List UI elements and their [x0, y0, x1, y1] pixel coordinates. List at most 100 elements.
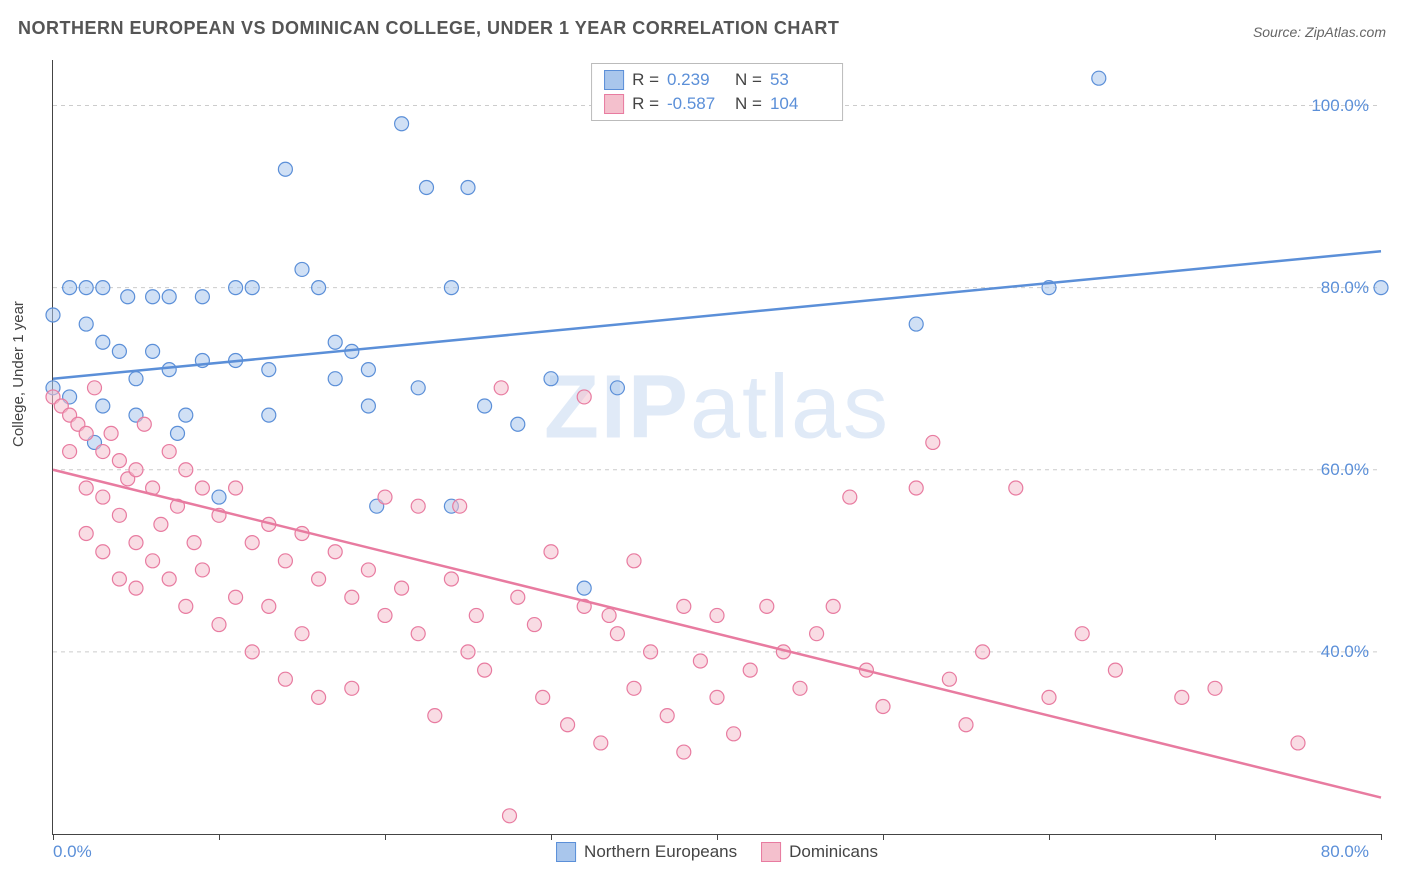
data-point [262, 408, 276, 422]
data-point [79, 281, 93, 295]
data-point [112, 454, 126, 468]
data-point [527, 618, 541, 632]
data-point [743, 663, 757, 677]
data-point [79, 426, 93, 440]
y-tick-label: 100.0% [1311, 96, 1369, 116]
data-point [262, 363, 276, 377]
x-tick [1049, 834, 1050, 840]
chart-title: NORTHERN EUROPEAN VS DOMINICAN COLLEGE, … [18, 18, 839, 39]
data-point [361, 363, 375, 377]
data-point [96, 399, 110, 413]
data-point [295, 262, 309, 276]
data-point [444, 572, 458, 586]
data-point [79, 527, 93, 541]
data-point [536, 690, 550, 704]
data-point [793, 681, 807, 695]
y-tick-label: 60.0% [1321, 460, 1369, 480]
data-point [245, 536, 259, 550]
data-point [63, 445, 77, 459]
trend-line [53, 251, 1381, 378]
data-point [1042, 690, 1056, 704]
data-point [959, 718, 973, 732]
data-point [602, 608, 616, 622]
scatter-svg [53, 60, 1381, 834]
data-point [395, 117, 409, 131]
data-point [129, 463, 143, 477]
data-point [478, 399, 492, 413]
series-legend: Northern Europeans Dominicans [556, 842, 878, 862]
data-point [229, 281, 243, 295]
data-point [727, 727, 741, 741]
data-point [1092, 71, 1106, 85]
data-point [594, 736, 608, 750]
r-label-2: R = [632, 94, 659, 114]
y-tick-label: 80.0% [1321, 278, 1369, 298]
data-point [469, 608, 483, 622]
data-point [610, 627, 624, 641]
data-point [187, 536, 201, 550]
data-point [229, 590, 243, 604]
data-point [610, 381, 624, 395]
data-point [909, 317, 923, 331]
stats-row-1: R = 0.239 N = 53 [604, 68, 830, 92]
data-point [312, 690, 326, 704]
data-point [909, 481, 923, 495]
data-point [129, 372, 143, 386]
data-point [395, 581, 409, 595]
data-point [104, 426, 118, 440]
x-axis-min-label: 0.0% [53, 842, 92, 862]
data-point [96, 490, 110, 504]
data-point [262, 599, 276, 613]
plot-area: ZIPatlas 40.0%60.0%80.0%100.0% 0.0% 80.0… [52, 60, 1381, 835]
data-point [129, 581, 143, 595]
stats-legend: R = 0.239 N = 53 R = -0.587 N = 104 [591, 63, 843, 121]
data-point [312, 572, 326, 586]
x-tick [53, 834, 54, 840]
y-axis-label: College, Under 1 year [10, 301, 27, 447]
data-point [245, 645, 259, 659]
data-point [162, 290, 176, 304]
source-attribution: Source: ZipAtlas.com [1253, 24, 1386, 40]
data-point [478, 663, 492, 677]
n-value-2: 104 [770, 94, 830, 114]
data-point [511, 417, 525, 431]
data-point [146, 344, 160, 358]
legend-label-2: Dominicans [789, 842, 878, 862]
data-point [511, 590, 525, 604]
n-label-2: N = [735, 94, 762, 114]
data-point [312, 281, 326, 295]
data-point [1009, 481, 1023, 495]
x-axis-max-label: 80.0% [1321, 842, 1369, 862]
legend-label-1: Northern Europeans [584, 842, 737, 862]
data-point [212, 490, 226, 504]
data-point [162, 445, 176, 459]
data-point [361, 399, 375, 413]
data-point [79, 317, 93, 331]
x-tick [1381, 834, 1382, 840]
data-point [96, 335, 110, 349]
data-point [162, 363, 176, 377]
data-point [79, 481, 93, 495]
x-tick [551, 834, 552, 840]
y-tick-label: 40.0% [1321, 642, 1369, 662]
data-point [503, 809, 517, 823]
data-point [121, 290, 135, 304]
data-point [420, 180, 434, 194]
legend-swatch-2-icon [761, 842, 781, 862]
data-point [245, 281, 259, 295]
x-tick [1215, 834, 1216, 840]
data-point [96, 545, 110, 559]
data-point [677, 599, 691, 613]
data-point [179, 408, 193, 422]
data-point [577, 581, 591, 595]
data-point [461, 180, 475, 194]
n-value-1: 53 [770, 70, 830, 90]
data-point [295, 627, 309, 641]
data-point [154, 517, 168, 531]
data-point [328, 372, 342, 386]
x-tick [717, 834, 718, 840]
data-point [428, 709, 442, 723]
data-point [229, 481, 243, 495]
data-point [378, 608, 392, 622]
data-point [1291, 736, 1305, 750]
